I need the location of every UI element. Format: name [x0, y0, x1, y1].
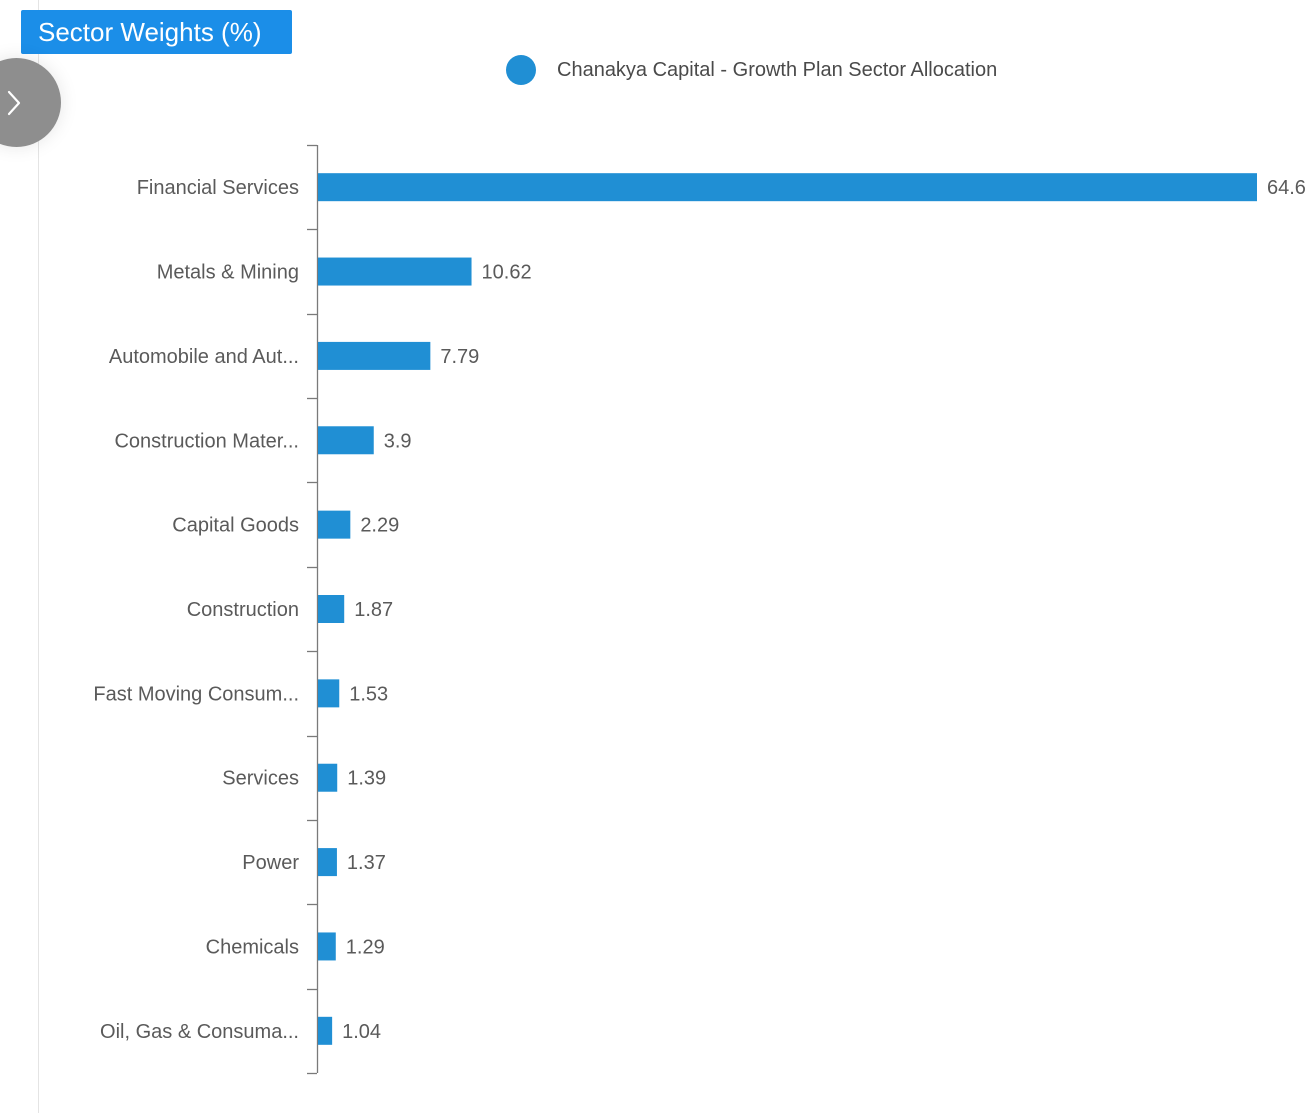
category-label: Power [242, 852, 299, 874]
chevron-right-icon [7, 90, 21, 116]
category-label: Construction Mater... [114, 430, 299, 452]
legend-swatch [506, 55, 536, 85]
category-label: Chemicals [206, 936, 299, 958]
bar[interactable] [318, 679, 340, 708]
data-label: 1.53 [349, 683, 388, 705]
category-label: Metals & Mining [157, 262, 299, 284]
bar[interactable] [318, 173, 1257, 202]
chart-legend[interactable]: Chanakya Capital - Growth Plan Sector Al… [506, 54, 997, 86]
data-label: 7.79 [440, 346, 479, 368]
bar[interactable] [318, 848, 337, 877]
data-label: 1.04 [342, 1021, 381, 1043]
bar[interactable] [318, 932, 336, 961]
bar[interactable] [318, 1016, 333, 1045]
bar[interactable] [318, 426, 374, 455]
data-label: 3.9 [384, 430, 412, 452]
data-label: 10.62 [482, 262, 532, 284]
data-label: 1.29 [346, 936, 385, 958]
legend-label: Chanakya Capital - Growth Plan Sector Al… [557, 58, 998, 81]
category-label: Construction [187, 599, 299, 621]
data-label: 1.37 [347, 852, 386, 874]
bar[interactable] [318, 510, 351, 539]
category-label: Fast Moving Consum... [93, 683, 299, 705]
category-label: Oil, Gas & Consuma... [100, 1021, 299, 1043]
data-label: 1.39 [347, 768, 386, 790]
category-label: Services [222, 768, 299, 790]
bar[interactable] [318, 341, 431, 370]
bar[interactable] [318, 257, 472, 286]
data-label: 2.29 [360, 515, 399, 537]
bar[interactable] [318, 763, 338, 792]
bar[interactable] [318, 595, 345, 623]
category-label: Capital Goods [172, 515, 299, 537]
data-label: 64.6 [1267, 177, 1306, 199]
category-label: Financial Services [137, 177, 299, 199]
panel-left-border [38, 0, 39, 1113]
category-label: Automobile and Aut... [109, 346, 299, 368]
data-label: 1.87 [354, 599, 393, 621]
chart-title: Sector Weights (%) [21, 10, 292, 54]
